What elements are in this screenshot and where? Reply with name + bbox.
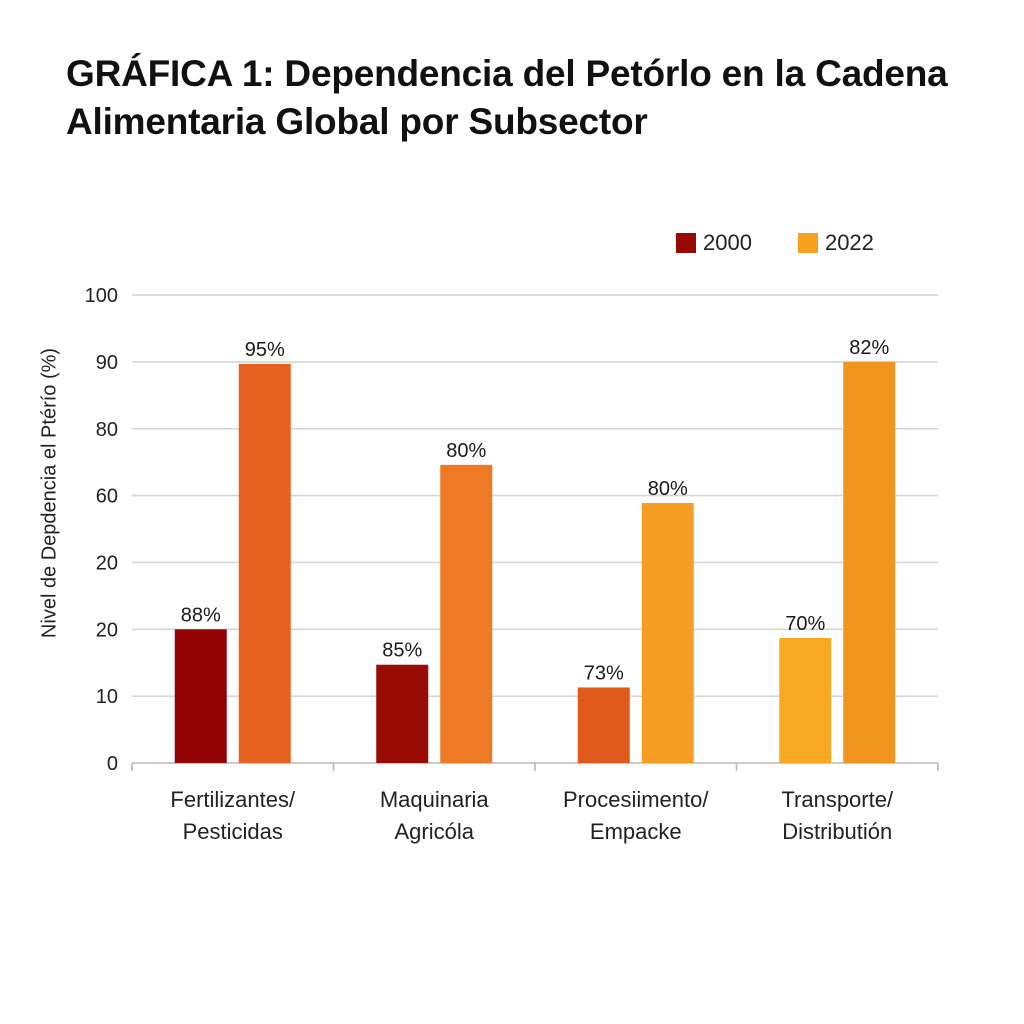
y-tick-label: 100: [85, 285, 118, 307]
x-category-label: Empacke: [590, 819, 682, 844]
x-category-label: Agricóla: [395, 819, 475, 844]
x-category-label: Maquinaria: [380, 787, 490, 812]
legend: 2000 2022: [676, 230, 920, 256]
y-tick-label: 20: [96, 552, 118, 574]
data-label-2000: 88%: [181, 604, 221, 626]
x-category-label: Fertilizantes/: [170, 787, 296, 812]
x-category-label: Procesiimento/: [563, 787, 709, 812]
x-category-label: Distributión: [782, 819, 892, 844]
x-category-label: Pesticidas: [183, 819, 283, 844]
bar-2000: [779, 637, 832, 763]
bar-2022: [641, 502, 694, 763]
legend-label-2000: 2000: [703, 230, 752, 255]
legend-swatch-2022: [797, 233, 818, 253]
data-label-2000: 70%: [785, 613, 825, 635]
legend-label-2022: 2022: [824, 230, 874, 255]
bar-2022: [238, 363, 291, 763]
data-label-2000: 85%: [382, 640, 422, 662]
x-category-label: Transporte/: [781, 787, 894, 812]
y-tick-label: 80: [96, 419, 118, 441]
bar-2022: [843, 361, 896, 763]
data-label-2022: 80%: [648, 478, 688, 500]
bar-2022: [440, 464, 493, 763]
y-tick-label: 20: [96, 619, 118, 641]
bar-2000: [174, 629, 227, 763]
data-label-2022: 82%: [849, 337, 889, 359]
legend-item-2022: 2022: [797, 230, 874, 256]
bar-2000: [577, 687, 630, 763]
chart-title: GRÁFICA 1: Dependencia del Petórlo en la…: [66, 53, 948, 142]
y-tick-label: 10: [96, 686, 118, 708]
data-label-2022: 95%: [245, 339, 285, 361]
data-label-2022: 80%: [446, 440, 486, 462]
y-tick-label: 90: [96, 352, 118, 374]
data-label-2000: 73%: [584, 662, 624, 684]
legend-swatch-2000: [676, 233, 696, 253]
y-tick-label: 60: [96, 486, 118, 508]
y-tick-label: 0: [107, 753, 118, 775]
legend-item-2000: 2000: [676, 230, 752, 256]
bar-2000: [376, 664, 429, 763]
